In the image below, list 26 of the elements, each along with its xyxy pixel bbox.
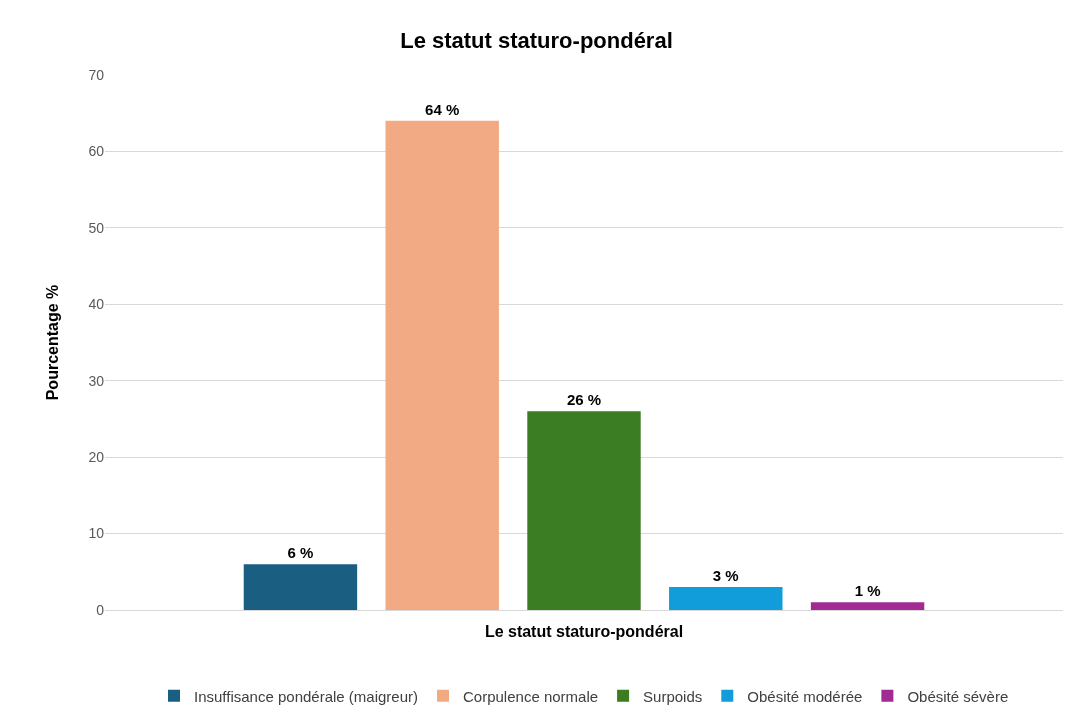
y-axis-title: Pourcentage %	[44, 284, 62, 401]
data-label: 26 %	[566, 391, 602, 409]
bar	[669, 587, 783, 610]
y-tick-label: 30	[88, 372, 105, 389]
y-tick-label: 10	[88, 525, 105, 542]
data-label: 6 %	[287, 544, 314, 562]
y-tick-label: 60	[88, 143, 105, 160]
y-tick-label: 0	[96, 601, 105, 618]
y-tick-label: 70	[88, 66, 105, 83]
legend-label: Obésité modérée	[747, 687, 863, 705]
chart-title: Le statut staturo-pondéral	[400, 27, 673, 53]
legend-label: Insuffisance pondérale (maigreur)	[194, 687, 419, 705]
x-axis-title: Le statut staturo-pondéral	[484, 622, 684, 640]
data-label: 1 %	[854, 582, 881, 600]
y-tick-label: 20	[88, 449, 105, 466]
data-label: 3 %	[712, 567, 739, 585]
bar	[243, 564, 358, 610]
y-tick-label: 40	[88, 296, 105, 313]
y-tick-label: 50	[88, 219, 105, 236]
bar	[527, 411, 641, 610]
legend-label: Obésité sévère	[907, 687, 1009, 705]
data-label: 64 %	[425, 100, 460, 118]
legend-label: Surpoids	[643, 687, 703, 705]
bar	[810, 602, 925, 610]
bar	[385, 120, 499, 610]
legend-label: Corpulence normale	[463, 687, 599, 705]
